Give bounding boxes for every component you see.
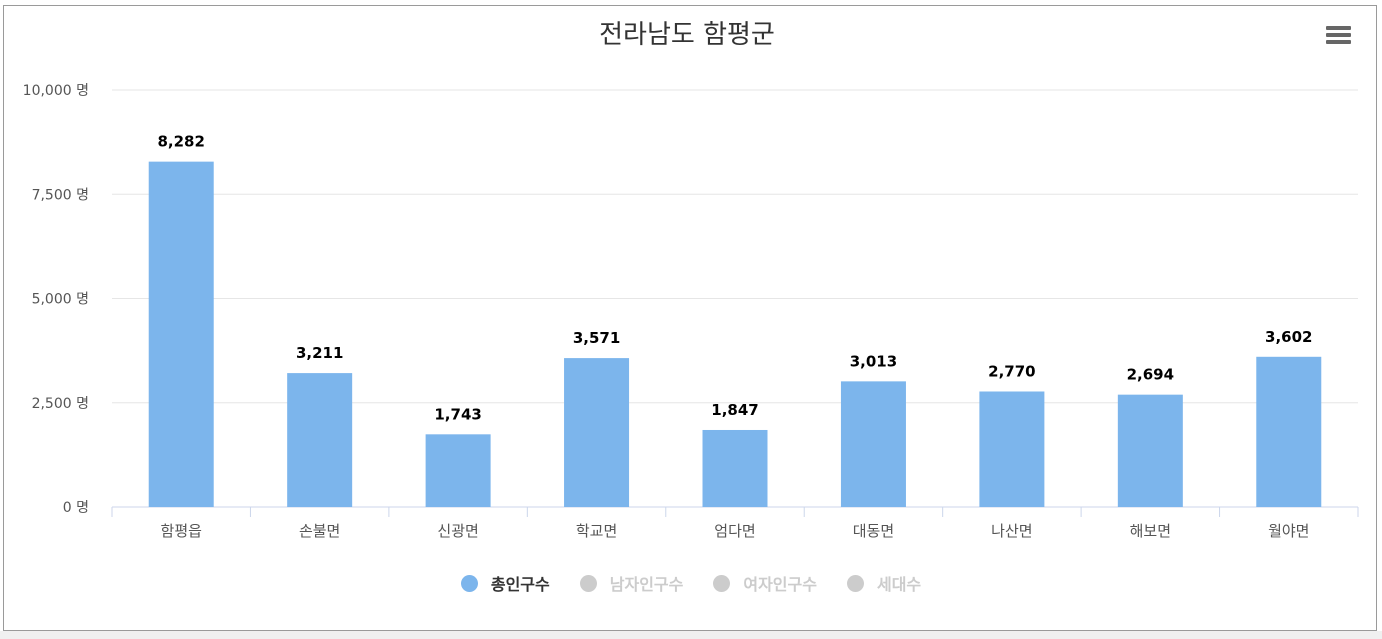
data-label: 3,602 bbox=[1265, 328, 1312, 346]
data-label: 1,743 bbox=[434, 405, 481, 423]
bar bbox=[702, 429, 768, 507]
y-tick-label: 0 명 bbox=[63, 500, 89, 516]
bar-chart: 0 명 2,500 명 5,000 명 7,500 명 10,000 명 8,282 함평읍… bbox=[23, 83, 1359, 540]
chart-legend: 총인구수 남자인구수 여자인구수 세대수 bbox=[0, 571, 1382, 595]
y-tick-label: 10,000 명 bbox=[23, 83, 89, 99]
legend-item-households[interactable]: 세대수 bbox=[846, 571, 922, 595]
legend-dot-icon bbox=[579, 574, 597, 592]
data-label: 3,211 bbox=[296, 344, 343, 362]
chart-container bbox=[3, 5, 1377, 631]
bar bbox=[148, 161, 214, 507]
bar bbox=[1256, 356, 1322, 507]
legend-dot-icon bbox=[846, 574, 864, 592]
x-tick-label: 해보면 bbox=[1130, 522, 1171, 540]
x-tick-label: 엄다면 bbox=[714, 522, 755, 540]
x-tick-label: 학교면 bbox=[576, 522, 617, 540]
bar bbox=[840, 381, 906, 507]
y-tick-label: 7,500 명 bbox=[32, 187, 89, 203]
legend-item-male-population[interactable]: 남자인구수 bbox=[579, 571, 684, 595]
bar bbox=[979, 391, 1045, 507]
data-label: 1,847 bbox=[711, 401, 758, 419]
legend-item-total-population[interactable]: 총인구수 bbox=[460, 571, 550, 595]
x-tick-label: 손불면 bbox=[299, 522, 340, 540]
legend-label: 세대수 bbox=[876, 575, 922, 594]
legend-label: 총인구수 bbox=[490, 575, 550, 594]
data-label: 3,571 bbox=[573, 329, 620, 347]
bar bbox=[564, 358, 630, 507]
bar bbox=[287, 373, 353, 507]
data-label: 2,694 bbox=[1127, 366, 1174, 384]
x-tick-label: 신광면 bbox=[437, 522, 478, 540]
hamburger-menu-icon-bar bbox=[1326, 40, 1351, 44]
legend-label: 여자인구수 bbox=[743, 575, 817, 594]
bar bbox=[425, 434, 491, 507]
legend-item-female-population[interactable]: 여자인구수 bbox=[713, 571, 817, 595]
x-tick-label: 대동면 bbox=[853, 522, 894, 540]
x-tick-label: 함평읍 bbox=[161, 522, 202, 540]
legend-label: 남자인구수 bbox=[609, 575, 684, 594]
page-bottom-strip bbox=[0, 631, 1382, 639]
legend-dot-icon bbox=[460, 574, 478, 592]
chart-title: 전라남도 함평군 bbox=[599, 20, 775, 50]
y-tick-label: 2,500 명 bbox=[32, 396, 89, 412]
chart-menu-button[interactable] bbox=[1318, 20, 1352, 50]
hamburger-menu-icon bbox=[1326, 26, 1351, 30]
y-tick-label: 5,000 명 bbox=[32, 292, 89, 308]
bar bbox=[1117, 394, 1183, 507]
hamburger-menu-icon-bar bbox=[1326, 33, 1351, 37]
data-label: 2,770 bbox=[988, 362, 1035, 380]
x-tick-label: 월야면 bbox=[1268, 522, 1309, 540]
data-label: 8,282 bbox=[157, 133, 204, 151]
data-label: 3,013 bbox=[850, 352, 897, 370]
x-tick-label: 나산면 bbox=[991, 522, 1032, 540]
legend-dot-icon bbox=[713, 574, 731, 592]
